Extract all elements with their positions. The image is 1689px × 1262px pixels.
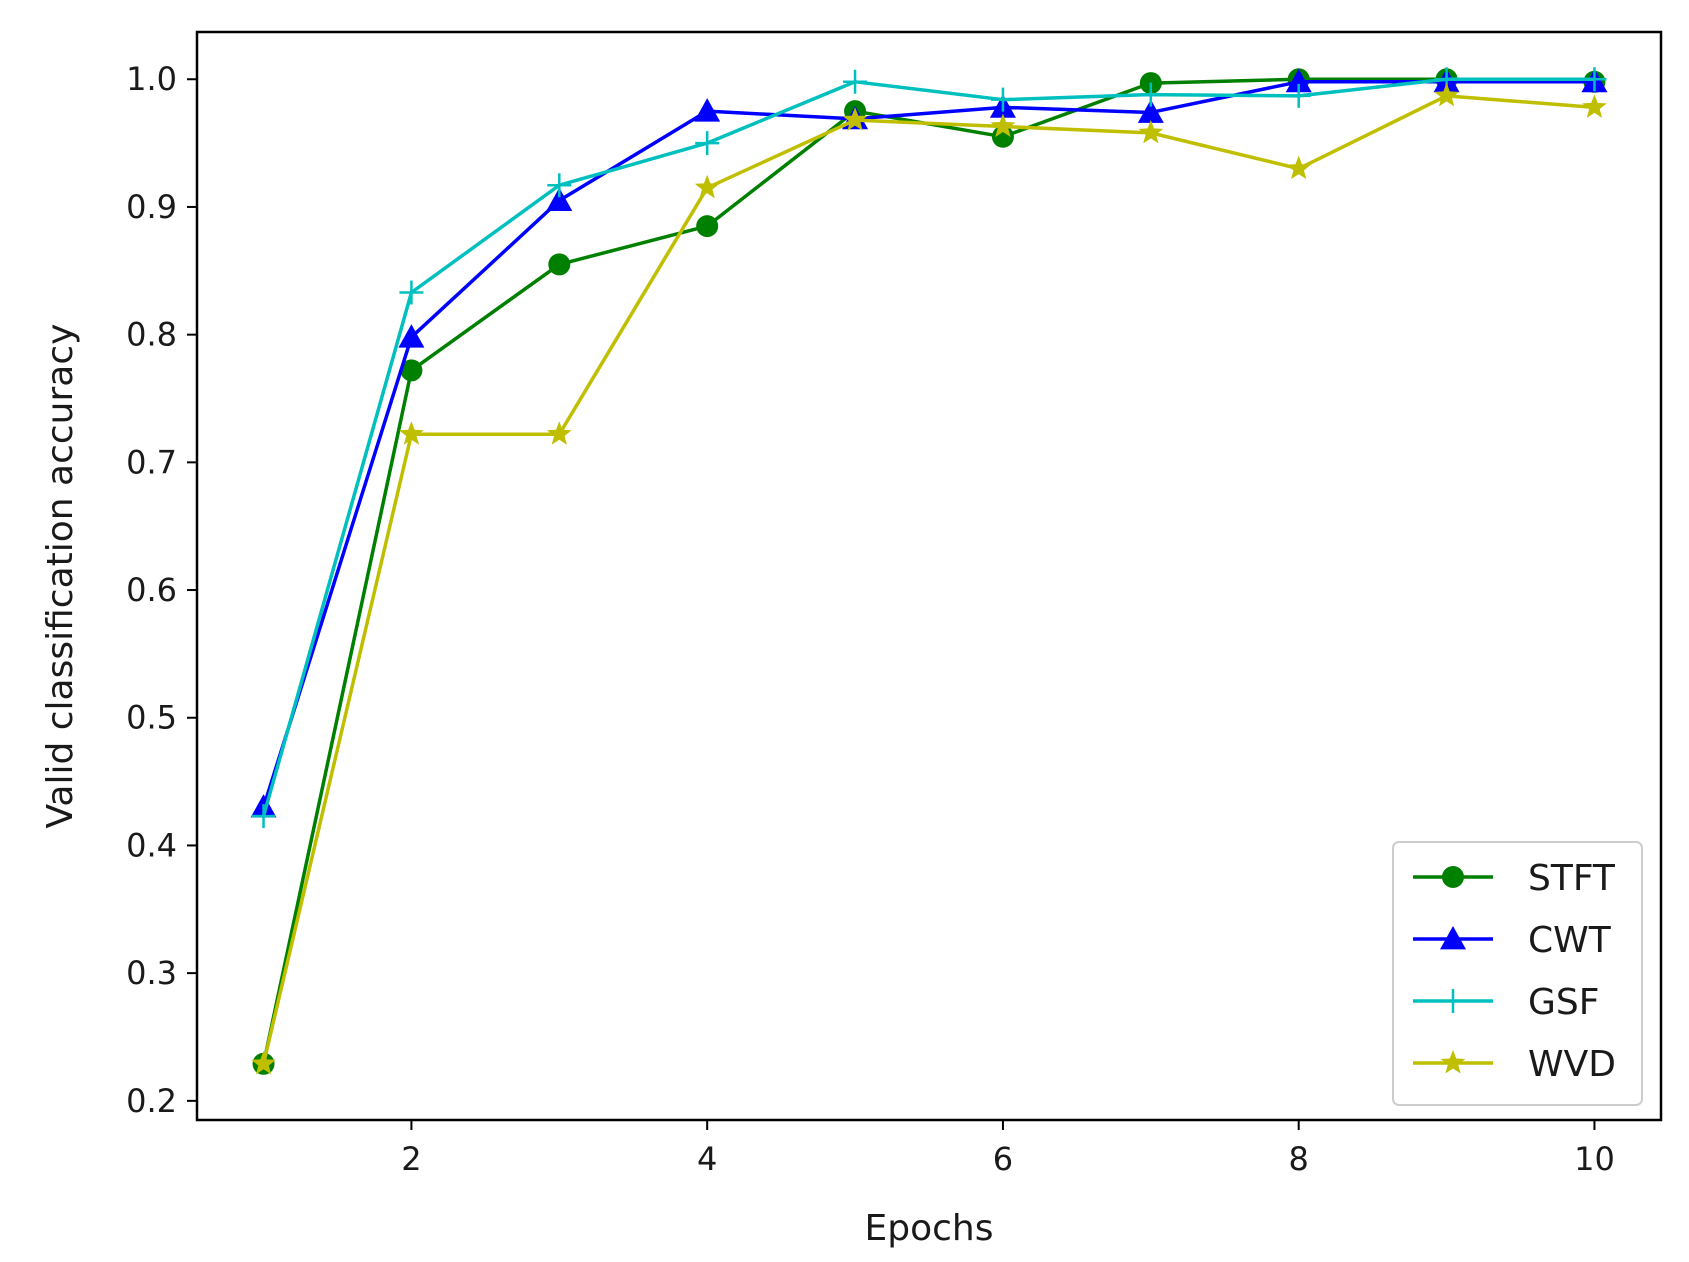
legend-box (1392, 841, 1643, 1106)
y-tick-label: 0.4 (126, 826, 177, 864)
legend-marker-wvd (1440, 1050, 1466, 1074)
data-point-wvd (1138, 119, 1164, 144)
data-point-wvd (1582, 94, 1607, 118)
x-tick-label: 2 (401, 1140, 421, 1178)
x-tick-label: 6 (993, 1140, 1013, 1178)
series-line-gsf (261, 77, 1595, 817)
series-line-cwt (261, 80, 1595, 808)
data-point-gsf (1582, 67, 1607, 92)
x-tick-label: 8 (1289, 1140, 1309, 1178)
data-point-wvd (1286, 155, 1312, 180)
series-layer (250, 67, 1608, 1075)
series-line-wvd (261, 94, 1595, 1065)
data-point-wvd (399, 421, 424, 445)
data-point-stft (696, 215, 719, 238)
y-tick-label: 0.6 (126, 571, 177, 609)
data-point-gsf (547, 173, 572, 198)
y-tick-label: 0.5 (126, 699, 177, 737)
y-axis-title: Valid classification accuracy (40, 324, 81, 829)
data-point-cwt (1137, 99, 1164, 123)
data-point-gsf (251, 804, 276, 829)
data-point-gsf (399, 280, 424, 305)
legend-label-gsf: GSF (1528, 982, 1599, 1023)
y-tick-label: 0.9 (126, 188, 177, 226)
x-tick-label: 10 (1574, 1140, 1615, 1178)
y-tick-label: 0.8 (126, 316, 177, 354)
legend: STFT CWT GSF WVD (1392, 841, 1643, 1106)
y-tick-label: 0.7 (126, 443, 177, 481)
data-point-stft (400, 359, 423, 382)
series-wvd (251, 82, 1607, 1075)
legend-marker-gsf (1441, 989, 1465, 1013)
data-point-cwt (1285, 68, 1312, 93)
data-point-cwt (546, 187, 573, 211)
legend-marker-cwt (1440, 926, 1466, 950)
data-point-stft (548, 253, 571, 276)
data-point-wvd (694, 174, 720, 199)
y-tick-label: 0.2 (126, 1082, 177, 1120)
data-point-gsf (695, 131, 720, 156)
x-axis-title: Epochs (865, 1208, 994, 1249)
data-point-cwt (694, 98, 721, 122)
data-point-gsf (1138, 82, 1163, 107)
y-tick-label: 1.0 (126, 60, 177, 98)
y-tick-label: 0.3 (126, 954, 177, 992)
x-tick-label: 4 (697, 1140, 717, 1178)
data-point-gsf (843, 69, 868, 94)
legend-label-cwt: CWT (1528, 920, 1612, 961)
data-point-wvd (990, 113, 1016, 138)
data-point-wvd (1434, 82, 1459, 107)
data-point-wvd (842, 107, 868, 131)
data-point-cwt (398, 324, 425, 348)
legend-label-stft: STFT (1528, 858, 1616, 899)
data-point-gsf (1286, 83, 1311, 108)
series-gsf (251, 67, 1607, 829)
plot-frame (195, 30, 1663, 1122)
legend-label-wvd: WVD (1528, 1044, 1616, 1085)
data-point-wvd (251, 1050, 276, 1075)
ticks-layer: 2 4 6 8 10 0.2 0.3 0.4 0.5 0.6 0.7 0.8 0.9 1.0 (126, 60, 1615, 1178)
data-point-wvd (546, 421, 572, 445)
data-point-gsf (990, 87, 1015, 112)
legend-marker-stft (1442, 866, 1464, 888)
